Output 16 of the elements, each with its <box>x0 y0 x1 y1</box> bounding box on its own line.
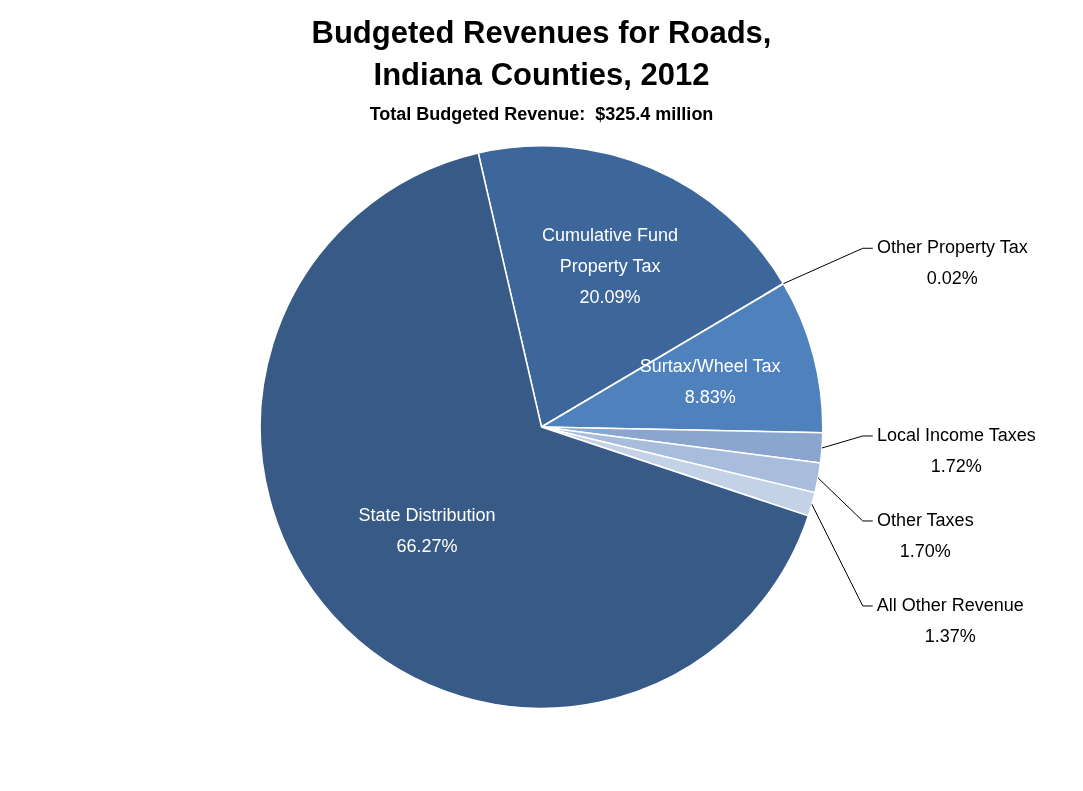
slice-label: Surtax/Wheel Tax <box>639 356 781 377</box>
data-label: 8.83% <box>684 387 736 408</box>
slice-label: Other Property Tax <box>876 237 1028 258</box>
data-label: 1.70% <box>899 540 951 561</box>
data-label: 1.37% <box>924 625 976 646</box>
slice-label: All Other Revenue <box>876 594 1024 615</box>
slice-label: State Distribution <box>358 504 496 525</box>
data-label: 1.72% <box>930 455 982 476</box>
slice-label: Local Income Taxes <box>876 424 1036 445</box>
slice-label: Cumulative Fund Property Tax <box>542 224 679 276</box>
chart-title: Budgeted Revenues for Roads, Indiana Counties, 2012 <box>310 14 773 94</box>
data-label: 0.02% <box>926 268 978 289</box>
data-label: 20.09% <box>579 286 641 307</box>
chart-subtitle: Total Budgeted Revenue: $325.4 million <box>368 104 715 125</box>
data-label: 66.27% <box>396 535 458 556</box>
slice-label: Other Taxes <box>876 509 974 530</box>
